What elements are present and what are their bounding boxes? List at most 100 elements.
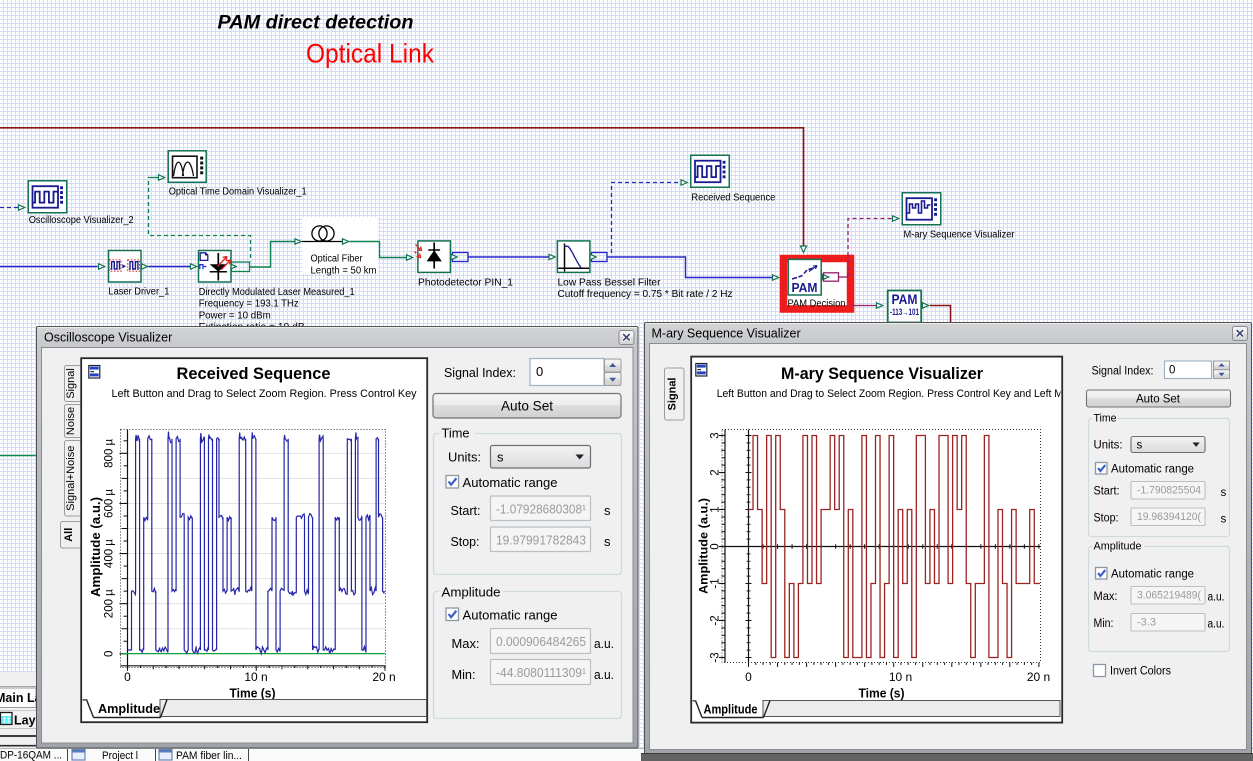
svg-text:-1.07928680308¹: -1.07928680308¹	[496, 503, 586, 517]
svg-text:20 n: 20 n	[372, 670, 395, 684]
svg-text:Time: Time	[442, 426, 470, 441]
svg-text:Oscilloscope Visualizer_2: Oscilloscope Visualizer_2	[29, 215, 134, 226]
svg-text:Units:: Units:	[448, 450, 481, 465]
svg-text:Frequency = 193.1 THz: Frequency = 193.1 THz	[199, 299, 299, 310]
svg-text:Max:: Max:	[452, 636, 480, 651]
svg-text:Received Sequence: Received Sequence	[691, 193, 775, 204]
svg-text:Power = 10 dBm: Power = 10 dBm	[199, 310, 271, 321]
svg-text:PAM direct detection: PAM direct detection	[218, 13, 414, 34]
svg-text:Signal+Noise: Signal+Noise	[65, 446, 77, 511]
svg-text:s: s	[1137, 440, 1143, 452]
svg-text:Amplitude: Amplitude	[98, 702, 160, 716]
svg-text:Invert Colors: Invert Colors	[1110, 666, 1171, 678]
svg-text:Min:: Min:	[1094, 618, 1114, 630]
svg-text:0: 0	[1169, 365, 1175, 377]
svg-text:-44.8080111309¹: -44.8080111309¹	[496, 666, 586, 680]
svg-text:Auto Set: Auto Set	[1136, 394, 1181, 406]
svg-text:Low Pass Bessel Filter: Low Pass Bessel Filter	[558, 278, 662, 289]
svg-text:800 µ: 800 µ	[104, 438, 116, 467]
svg-text:10 n: 10 n	[244, 670, 267, 684]
svg-text:20 n: 20 n	[1027, 670, 1050, 684]
svg-text:Amplitude: Amplitude	[704, 703, 758, 717]
svg-text:M-ary Sequence Visualizer: M-ary Sequence Visualizer	[781, 364, 983, 383]
svg-text:Signal: Signal	[666, 377, 678, 410]
svg-text:Amplitude (a.u.): Amplitude (a.u.)	[89, 497, 103, 597]
svg-text:PAM: PAM	[892, 291, 918, 307]
svg-text:s: s	[1221, 487, 1227, 499]
svg-text:0.000906484265: 0.000906484265	[496, 635, 586, 649]
svg-text:PAM fiber lin...: PAM fiber lin...	[176, 750, 242, 761]
svg-text:Noise: Noise	[65, 407, 77, 435]
svg-text:s: s	[497, 450, 504, 465]
svg-text:Time (s): Time (s)	[859, 687, 905, 701]
svg-text:a.u.: a.u.	[1208, 592, 1225, 604]
svg-text:-2: -2	[710, 615, 722, 625]
svg-text:-3.3: -3.3	[1137, 617, 1156, 629]
svg-text:200 µ: 200 µ	[104, 589, 116, 618]
svg-text:0: 0	[745, 670, 752, 684]
svg-text:s: s	[604, 503, 611, 518]
svg-text:PAM: PAM	[792, 280, 818, 295]
svg-text:Photodetector PIN_1: Photodetector PIN_1	[418, 278, 513, 289]
svg-text:0: 0	[104, 651, 116, 657]
svg-text:Optical Link: Optical Link	[306, 39, 435, 69]
svg-text:Length = 50 km: Length = 50 km	[311, 265, 377, 276]
svg-text:Units:: Units:	[1094, 440, 1123, 452]
svg-text:s: s	[1221, 514, 1227, 526]
svg-text:Received Sequence: Received Sequence	[177, 364, 331, 383]
svg-text:0: 0	[710, 543, 722, 549]
svg-text:Directly Modulated Laser Measu: Directly Modulated Laser Measured_1	[199, 287, 355, 298]
svg-text:a.u.: a.u.	[1208, 619, 1225, 631]
svg-text:3: 3	[710, 432, 722, 438]
svg-text:a.u.: a.u.	[594, 636, 614, 651]
svg-text:-113→101: -113→101	[890, 307, 919, 317]
svg-text:Main La: Main La	[0, 691, 43, 705]
svg-text:Amplitude (a.u.): Amplitude (a.u.)	[697, 498, 711, 594]
svg-text:Amplitude: Amplitude	[442, 585, 501, 600]
svg-text:Min:: Min:	[452, 667, 476, 682]
svg-text:-1: -1	[710, 578, 722, 588]
svg-text:Oscilloscope Visualizer: Oscilloscope Visualizer	[44, 331, 172, 345]
svg-text:Stop:: Stop:	[1094, 513, 1119, 525]
svg-text:Stop:: Stop:	[451, 534, 480, 549]
svg-text:19.97991782843: 19.97991782843	[496, 534, 586, 548]
svg-text:Laser Driver_1: Laser Driver_1	[108, 287, 169, 298]
svg-text:Time: Time	[1094, 413, 1117, 425]
svg-text:10 n: 10 n	[889, 670, 912, 684]
svg-text:DP-16QAM ...: DP-16QAM ...	[0, 750, 62, 761]
svg-text:Cutoff frequency = 0.75 * Bit: Cutoff frequency = 0.75 * Bit rate / 2 H…	[558, 289, 733, 300]
svg-text:Left Button and Drag to Select: Left Button and Drag to Select Zoom Regi…	[717, 388, 1069, 400]
svg-text:Automatic range: Automatic range	[1111, 569, 1194, 581]
svg-text:Project l: Project l	[102, 750, 138, 761]
svg-text:Signal Index:: Signal Index:	[444, 365, 516, 380]
svg-text:M-ary Sequence Visualizer: M-ary Sequence Visualizer	[904, 230, 1016, 241]
svg-text:Optical Fiber: Optical Fiber	[311, 254, 364, 265]
svg-text:600 µ: 600 µ	[104, 489, 116, 518]
svg-text:Left Button and Drag to Select: Left Button and Drag to Select Zoom Regi…	[112, 388, 417, 400]
svg-text:a.u.: a.u.	[594, 667, 614, 682]
svg-text:Time (s): Time (s)	[230, 687, 276, 701]
svg-text:0: 0	[536, 364, 543, 379]
svg-text:Automatic range: Automatic range	[463, 475, 558, 490]
svg-text:Automatic range: Automatic range	[463, 608, 558, 623]
svg-text:Automatic range: Automatic range	[1111, 464, 1194, 476]
svg-text:PAM Decision: PAM Decision	[788, 299, 846, 310]
svg-text:-3: -3	[710, 652, 722, 662]
svg-text:Signal Index:: Signal Index:	[1092, 366, 1154, 378]
svg-text:Start:: Start:	[1094, 486, 1120, 498]
svg-text:Start:: Start:	[451, 503, 481, 518]
svg-text:Amplitude: Amplitude	[1094, 541, 1142, 553]
svg-text:M-ary Sequence Visualizer: M-ary Sequence Visualizer	[652, 327, 801, 341]
svg-text:2: 2	[710, 469, 722, 475]
svg-text:Optical Time Domain Visualizer: Optical Time Domain Visualizer_1	[169, 187, 307, 198]
svg-text:400 µ: 400 µ	[104, 539, 116, 568]
svg-text:19.96394120(: 19.96394120(	[1137, 511, 1201, 523]
svg-text:All: All	[63, 528, 75, 542]
svg-text:Signal: Signal	[65, 368, 77, 399]
svg-text:-1.790825504: -1.790825504	[1137, 485, 1201, 497]
svg-text:Max:: Max:	[1094, 591, 1118, 603]
svg-text:s: s	[604, 534, 611, 549]
svg-text:0: 0	[124, 670, 131, 684]
svg-text:Auto Set: Auto Set	[501, 398, 553, 414]
svg-text:1: 1	[710, 506, 722, 512]
